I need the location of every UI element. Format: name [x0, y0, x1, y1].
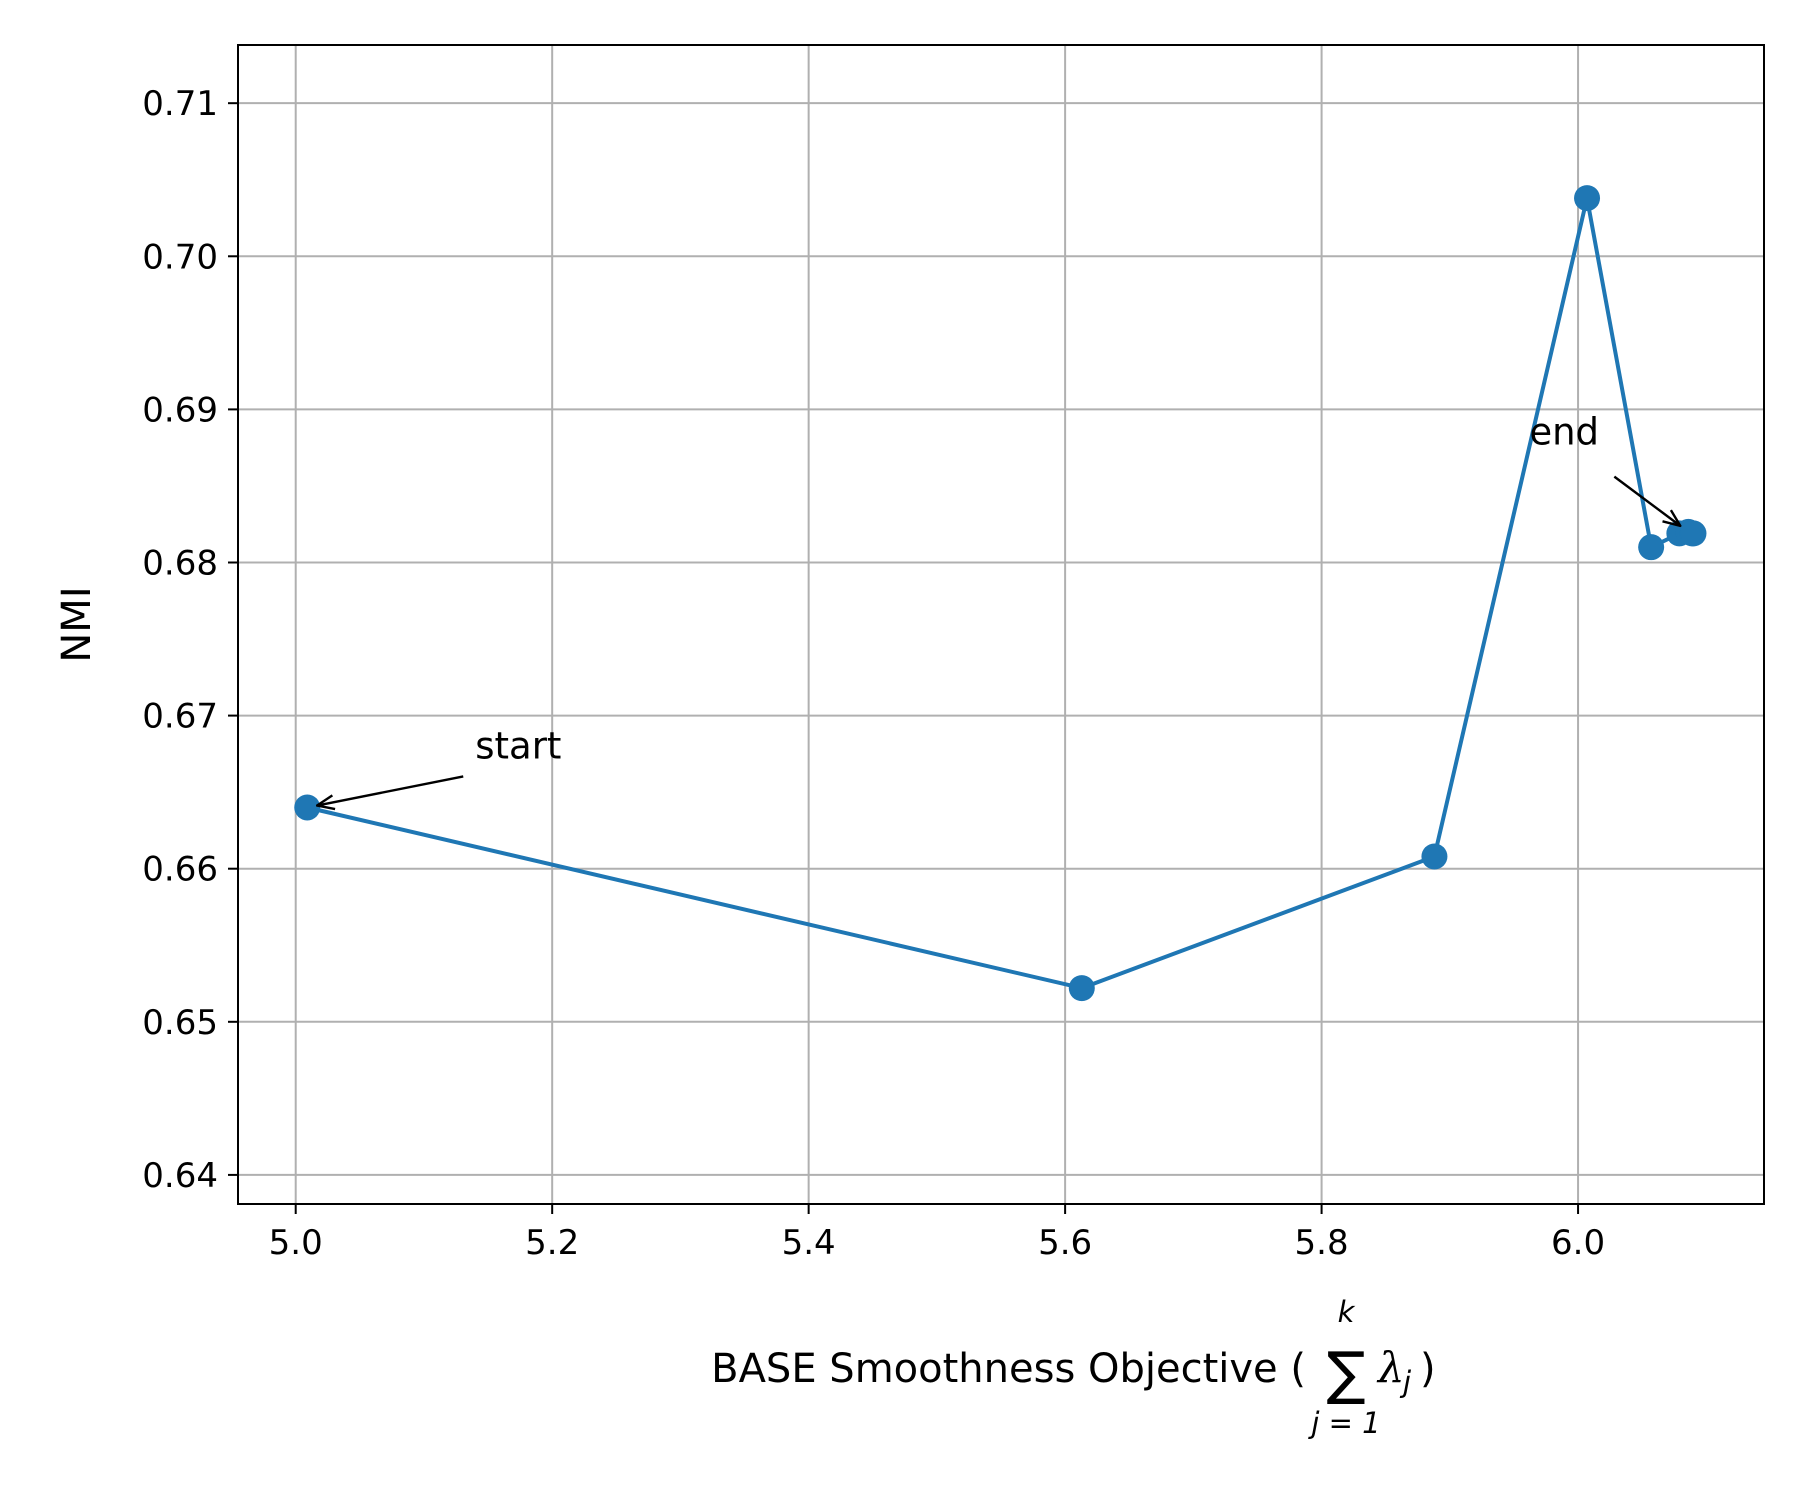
x-axis-lambda-subscript: j — [1399, 1365, 1412, 1399]
y-tick-label: 0.65 — [142, 1003, 218, 1043]
annotation-label-end: end — [1529, 411, 1599, 454]
y-tick-label: 0.66 — [142, 850, 218, 890]
x-tick-label: 5.2 — [525, 1223, 579, 1263]
axis-ticks: 5.0 5.2 5.4 5.6 5.8 6.0 0.64 0.65 0.66 0.67 0.68 0.… — [142, 84, 1605, 1263]
data-point — [1574, 185, 1601, 212]
y-tick-label: 0.71 — [142, 84, 218, 124]
annotation-arrow-end — [1613, 475, 1680, 526]
data-series — [294, 185, 1707, 1002]
x-axis-title: BASE Smoothness Objective ( ∑ k j = 1 λ … — [711, 1295, 1435, 1440]
annotation-label-start: start — [475, 724, 561, 767]
data-point — [294, 794, 321, 821]
annotation-arrow-start — [317, 775, 464, 805]
y-tick-label: 0.69 — [142, 390, 218, 430]
x-axis-sum-lower: j = 1 — [1307, 1406, 1380, 1440]
y-tick-label: 0.67 — [142, 697, 218, 737]
x-axis-sum-lower-text: j = 1 — [1307, 1406, 1380, 1440]
y-tick-label: 0.70 — [142, 237, 218, 277]
data-point — [1680, 520, 1707, 547]
x-axis-close-paren: ) — [1420, 1346, 1436, 1392]
x-axis-sum-symbol: ∑ — [1326, 1339, 1365, 1407]
x-tick-label: 6.0 — [1551, 1223, 1605, 1263]
plot-area-frame — [237, 44, 1765, 1205]
plot-area-background — [238, 45, 1764, 1204]
x-tick-label: 5.4 — [782, 1223, 836, 1263]
x-tick-label: 5.6 — [1038, 1223, 1092, 1263]
data-point — [1068, 975, 1095, 1002]
x-tick-label: 5.0 — [269, 1223, 323, 1263]
x-axis-title-text: BASE Smoothness Objective ( — [711, 1346, 1306, 1392]
grid — [238, 45, 1764, 1204]
data-point — [1638, 534, 1665, 561]
y-axis-title: NMI — [54, 586, 100, 662]
y-tick-label: 0.64 — [142, 1156, 218, 1196]
x-tick-label: 5.8 — [1295, 1223, 1349, 1263]
data-point — [1421, 843, 1448, 870]
y-tick-label: 0.68 — [142, 543, 218, 583]
annotations: start end — [317, 411, 1680, 806]
x-axis-sum-upper: k — [1338, 1295, 1356, 1329]
x-axis-lambda: λ — [1376, 1343, 1405, 1392]
